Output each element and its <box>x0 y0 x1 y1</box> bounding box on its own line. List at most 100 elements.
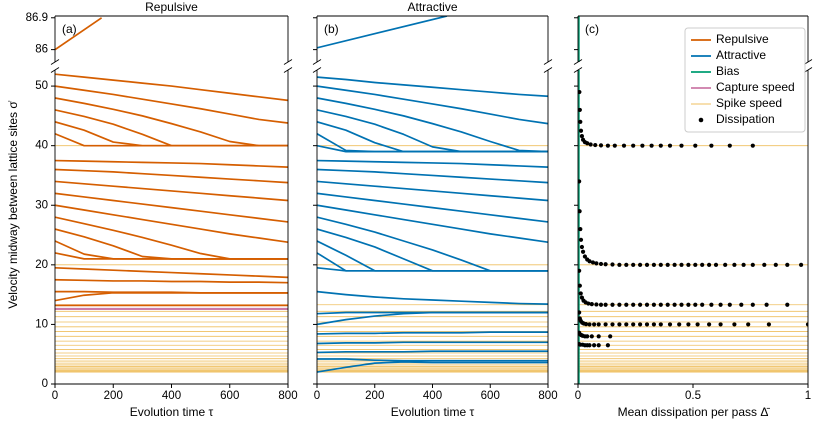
trajectory <box>55 252 288 260</box>
y-tick-label: 10 <box>35 318 48 330</box>
axis-break <box>543 59 553 65</box>
trajectory <box>317 252 548 272</box>
dissipation-dot <box>750 143 755 148</box>
legend-label: Spike speed <box>716 96 782 110</box>
dissipation-dot <box>594 302 599 307</box>
dissipation-dot <box>587 259 592 264</box>
panel-label: (c) <box>585 22 599 36</box>
x-tick-label: 600 <box>481 390 500 402</box>
y-tick-label: 20 <box>35 259 48 271</box>
dissipation-dot <box>589 334 594 339</box>
trajectory <box>317 180 548 202</box>
trajectory <box>55 132 288 147</box>
y-tick-label: 40 <box>35 140 48 152</box>
x-axis-label: Mean dissipation per pass Δ̄ <box>618 405 771 419</box>
dissipation-dot <box>667 322 673 327</box>
dissipation-dot <box>594 261 599 266</box>
dissipation-dot <box>585 334 590 339</box>
dissipation-dot <box>617 262 622 267</box>
trajectory <box>317 290 548 306</box>
y-tick-label: 30 <box>35 199 48 211</box>
dissipation-dot <box>605 343 611 348</box>
trajectory <box>55 109 288 147</box>
dissipation-dot <box>700 302 705 307</box>
dissipation-dot <box>707 322 712 327</box>
trajectory <box>317 204 548 244</box>
dissipation-dot <box>578 179 582 184</box>
y-tick-label: 86.9 <box>26 12 48 24</box>
axis-break <box>283 67 293 73</box>
dissipation-dot <box>707 262 712 267</box>
plot-lower <box>317 76 548 373</box>
legend-label: Attractive <box>716 48 766 62</box>
dissipation-dot <box>592 322 597 327</box>
dissipation-dot <box>617 322 622 327</box>
dissipation-dot <box>651 322 657 327</box>
dissipation-dot <box>580 249 586 254</box>
trajectory <box>55 17 103 51</box>
trajectory <box>55 97 288 147</box>
legend-label: Bias <box>716 64 739 78</box>
trajectory <box>317 144 548 153</box>
trajectory <box>55 159 288 168</box>
dissipation-dot <box>693 302 698 307</box>
trajectory <box>55 180 288 202</box>
dissipation-dot <box>598 261 604 267</box>
trajectory <box>317 97 548 153</box>
dissipation-dot <box>596 343 601 348</box>
dissipation-dot <box>672 262 677 267</box>
x-axis-label: Evolution time τ <box>391 405 475 419</box>
dissipation-dot <box>667 143 673 148</box>
dissipation-dot <box>799 262 804 267</box>
dissipation-dot <box>732 262 737 267</box>
dissipation-dot <box>746 322 751 327</box>
dissipation-dot <box>610 262 615 267</box>
dissipation-dot <box>658 143 663 148</box>
dissipation-dot <box>773 262 778 267</box>
dissipation-dot <box>766 322 772 327</box>
dissipation-dot <box>709 302 714 307</box>
dissipation-dot <box>590 260 596 265</box>
x-tick-label: 200 <box>104 390 123 402</box>
dissipation-dot <box>598 143 604 148</box>
trajectory <box>317 216 548 272</box>
dissipation-dot <box>686 262 691 267</box>
x-tick-label: 800 <box>278 390 297 402</box>
dissipation-dot <box>610 322 615 327</box>
x-tick-label: 0.5 <box>685 390 701 402</box>
dissipation-dot <box>644 302 650 307</box>
trajectory <box>317 331 548 335</box>
plot-upper <box>317 16 448 49</box>
dissipation-dot <box>638 302 643 307</box>
dissipation-dot <box>578 237 584 242</box>
dissipation-dot <box>741 262 746 267</box>
dissipation-dot <box>583 322 589 327</box>
x-tick-label: 1 <box>805 390 811 402</box>
y-tick-label: 86 <box>35 44 48 56</box>
legend-box <box>684 27 806 133</box>
trajectory <box>317 76 548 98</box>
dissipation-dot <box>605 143 611 148</box>
dissipation-dot <box>582 254 588 259</box>
x-tick-label: 200 <box>365 390 384 402</box>
x-tick-label: 0 <box>314 390 320 402</box>
legend-label: Capture speed <box>716 80 795 94</box>
dissipation-dot <box>718 322 723 327</box>
dissipation-dot <box>587 322 592 327</box>
dissipation-dot <box>750 302 755 307</box>
dissipation-dot <box>578 128 584 133</box>
trajectory <box>55 291 288 302</box>
dissipation-dot <box>695 322 700 327</box>
dissipation-dot <box>658 302 663 307</box>
dissipation-dot <box>603 262 608 267</box>
dissipation-dot <box>672 302 677 307</box>
dissipation-dot <box>578 107 582 113</box>
dissipation-dot <box>693 262 698 267</box>
dissipation-dot <box>651 302 657 307</box>
dissipation-dot <box>649 143 654 148</box>
dissipation-dot <box>644 262 650 267</box>
dissipation-dot <box>578 89 582 95</box>
trajectory <box>317 168 548 184</box>
